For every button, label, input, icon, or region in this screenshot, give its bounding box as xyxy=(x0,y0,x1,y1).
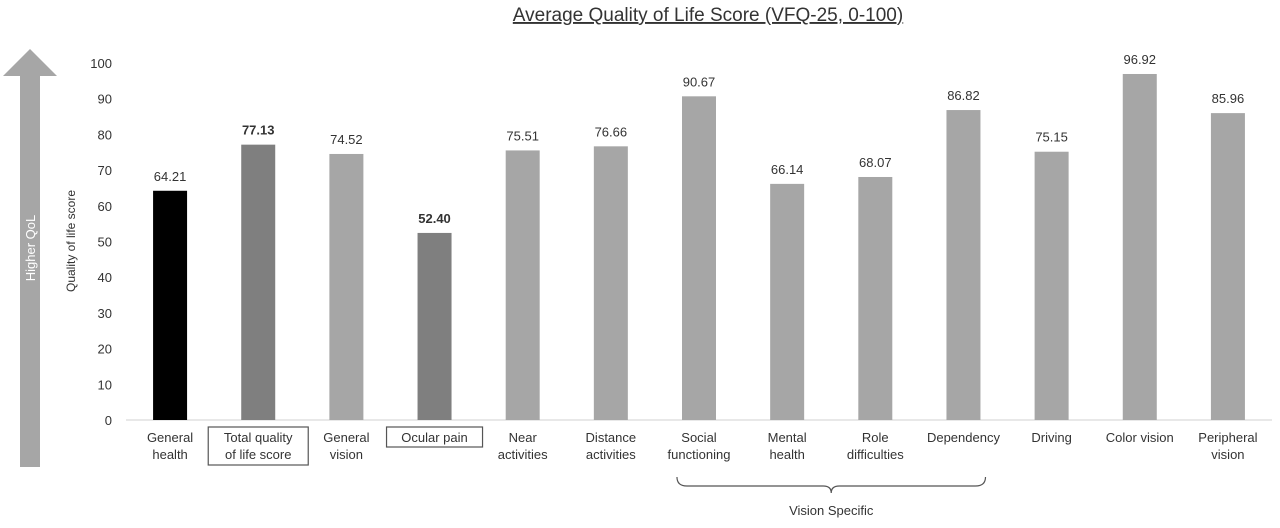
y-axis-label: Quality of life score xyxy=(64,190,78,292)
bar xyxy=(417,232,452,420)
bar xyxy=(1034,151,1069,421)
bar xyxy=(153,190,188,420)
value-label: 74.52 xyxy=(330,132,363,147)
bar xyxy=(770,183,805,420)
higher-qol-label: Higher QoL xyxy=(23,215,38,281)
y-tick-label: 50 xyxy=(98,235,112,250)
category-label: Total quality xyxy=(224,430,293,445)
value-label: 52.40 xyxy=(418,211,451,226)
bar xyxy=(505,150,540,420)
y-tick-label: 0 xyxy=(105,413,112,428)
category-highlight-box xyxy=(385,426,484,448)
y-tick-label: 60 xyxy=(98,199,112,214)
y-tick-label: 100 xyxy=(90,56,112,71)
category-label: Distance xyxy=(586,430,637,445)
category-label: Dependency xyxy=(927,430,1000,445)
category-label: General xyxy=(147,430,193,445)
value-label: 66.14 xyxy=(771,162,804,177)
value-label: 96.92 xyxy=(1123,52,1156,67)
category-label: Near xyxy=(509,430,538,445)
bar xyxy=(241,144,276,420)
bar xyxy=(946,110,981,420)
value-label: 64.21 xyxy=(154,169,187,184)
y-tick-label: 10 xyxy=(98,377,112,392)
category-label: Mental xyxy=(768,430,807,445)
vision-specific-brace xyxy=(676,476,987,494)
category-label: Driving xyxy=(1031,430,1071,445)
value-labels: 64.21 77.13 74.52 52.40 75.51 76.66 90.67 66.14… xyxy=(154,52,1244,226)
value-label: 85.96 xyxy=(1212,91,1245,106)
category-label: functioning xyxy=(668,447,731,462)
y-tick-label: 80 xyxy=(98,127,112,142)
bar xyxy=(593,146,628,421)
chart-title: Average Quality of Life Score (VFQ-25, 0… xyxy=(513,5,903,26)
bar xyxy=(1210,113,1245,420)
value-label: 75.51 xyxy=(506,128,539,143)
y-tick-label: 40 xyxy=(98,270,112,285)
category-highlight-box xyxy=(207,426,309,466)
category-label: difficulties xyxy=(847,447,904,462)
vision-specific-label: Vision Specific xyxy=(789,503,874,518)
category-label: vision xyxy=(330,447,363,462)
y-tick-label: 30 xyxy=(98,306,112,321)
category-label: Social xyxy=(681,430,717,445)
value-label: 76.66 xyxy=(595,124,628,139)
value-label: 86.82 xyxy=(947,88,980,103)
value-label: 75.15 xyxy=(1035,130,1068,145)
bar xyxy=(682,96,716,420)
y-tick-label: 90 xyxy=(98,92,112,107)
value-label: 90.67 xyxy=(683,74,716,89)
bar xyxy=(329,153,364,420)
y-tick-label: 70 xyxy=(98,163,112,178)
category-label: health xyxy=(769,447,804,462)
y-tick-label: 20 xyxy=(98,342,112,357)
higher-qol-arrow-icon xyxy=(3,49,57,467)
category-label: vision xyxy=(1211,447,1244,462)
category-label: Peripheral xyxy=(1198,430,1257,445)
category-labels: General health Total quality of life score G… xyxy=(147,426,1258,466)
bar xyxy=(858,176,893,420)
y-axis: 0 10 20 30 40 50 60 70 80 90 100 xyxy=(90,56,112,428)
value-label: 68.07 xyxy=(859,155,892,170)
bars xyxy=(153,73,1245,421)
category-label: of life score xyxy=(225,447,291,462)
category-label: General xyxy=(323,430,369,445)
category-label: Ocular pain xyxy=(401,430,467,445)
vision-specific-group: Vision Specific xyxy=(676,476,987,518)
category-label: Color vision xyxy=(1106,430,1174,445)
category-label: Role xyxy=(862,430,889,445)
bar xyxy=(1122,73,1157,420)
category-label: health xyxy=(152,447,187,462)
category-label: activities xyxy=(498,447,548,462)
category-label: activities xyxy=(586,447,636,462)
value-label: 77.13 xyxy=(242,123,275,138)
